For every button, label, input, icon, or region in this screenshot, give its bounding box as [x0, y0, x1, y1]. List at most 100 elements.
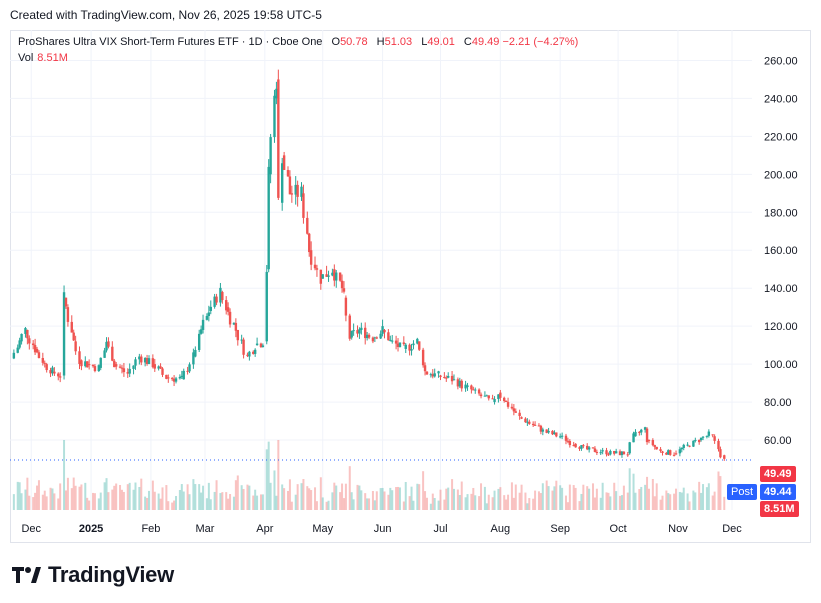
- candle-body: [686, 444, 689, 446]
- volume-bar: [283, 488, 286, 510]
- brand[interactable]: TradingView: [12, 562, 174, 588]
- legend: ProShares Ultra VIX Short-Term Futures E…: [18, 36, 578, 48]
- volume-bar: [261, 494, 264, 510]
- candle-body: [143, 358, 147, 363]
- candle-body: [667, 450, 670, 455]
- volume-bar: [165, 485, 168, 510]
- volume-bar: [383, 491, 386, 510]
- candle-body: [433, 373, 436, 377]
- volume-bar: [32, 497, 35, 510]
- volume-bar: [366, 498, 369, 510]
- volume-bar: [92, 492, 95, 510]
- candle-body: [526, 421, 529, 423]
- candle-body: [717, 440, 720, 450]
- volume-bar: [425, 497, 428, 510]
- candle-body: [252, 351, 255, 354]
- low-label: L: [421, 36, 428, 48]
- candle-body: [105, 341, 108, 351]
- volume-bar: [45, 496, 48, 510]
- volume-bar: [514, 484, 517, 510]
- candle-body: [182, 370, 185, 380]
- volume-bar: [705, 487, 708, 510]
- candle-body: [273, 95, 276, 138]
- volume-bar: [387, 494, 390, 510]
- volume-bar: [466, 494, 469, 510]
- volume-bar: [63, 440, 66, 510]
- candle-body: [57, 373, 60, 377]
- volume-bar: [350, 492, 353, 510]
- candle-body: [707, 431, 711, 436]
- volume-bar: [532, 498, 535, 510]
- candle-body: [199, 329, 203, 334]
- candle-body: [331, 272, 334, 276]
- volume-bar: [669, 494, 672, 510]
- candle-body: [383, 329, 386, 333]
- volume-bar: [480, 483, 483, 510]
- volume-bar: [12, 494, 15, 510]
- candle-body: [280, 163, 284, 203]
- volume-bar: [404, 481, 407, 510]
- volume-bar: [700, 492, 703, 510]
- candle-body: [282, 155, 286, 170]
- price-chart[interactable]: 60.00 80.00 100.00 120.00 140.00 160.00 180.00…: [10, 30, 811, 543]
- candle-body: [371, 337, 375, 342]
- candle-body: [86, 361, 89, 368]
- candle-body: [705, 435, 709, 437]
- volume-bar: [157, 493, 160, 510]
- volume-bar: [647, 488, 650, 510]
- volume-bar: [229, 494, 232, 510]
- candle-body: [555, 432, 558, 437]
- candle-body: [531, 423, 535, 426]
- volume-bar: [315, 501, 318, 510]
- candle-body: [425, 371, 429, 375]
- candle-body: [226, 307, 230, 312]
- candle-body: [333, 269, 336, 281]
- volume-bar: [551, 490, 554, 510]
- volume-bar: [572, 485, 575, 510]
- candle-body: [391, 340, 394, 342]
- candle-body: [711, 434, 714, 436]
- chart-frame: [10, 30, 811, 543]
- candle-body: [628, 442, 631, 454]
- volume-bar: [132, 489, 135, 510]
- candle-body: [572, 445, 575, 447]
- volume-bar: [358, 485, 361, 510]
- volume-bar: [555, 480, 558, 510]
- volume-bar: [86, 497, 89, 510]
- candle-body: [352, 330, 355, 332]
- candle-body: [221, 292, 224, 301]
- volume-bar: [694, 492, 697, 510]
- candle-body: [97, 365, 101, 372]
- y-tick-label: 220.00: [764, 131, 798, 143]
- candle-body: [294, 184, 297, 195]
- x-tick-label: Jun: [374, 523, 392, 535]
- candle-body: [286, 169, 290, 177]
- candle-body: [342, 288, 346, 292]
- volume-bar: [412, 500, 415, 510]
- volume-bar: [510, 482, 513, 510]
- volume-bar: [497, 488, 500, 510]
- candle-body: [586, 445, 589, 450]
- volume-bar: [381, 487, 384, 510]
- volume-tag: 8.51M: [760, 501, 799, 517]
- volume-bar: [173, 500, 176, 510]
- candle-body: [43, 362, 46, 364]
- volume-bar: [659, 499, 662, 510]
- volume-bar: [692, 490, 695, 510]
- candle-body: [12, 352, 16, 359]
- volume-bar: [470, 493, 473, 510]
- candle-body: [510, 406, 514, 409]
- volume-bar: [24, 489, 27, 510]
- candle-body: [84, 361, 87, 367]
- candle-body: [53, 371, 56, 374]
- candle-body: [159, 366, 162, 369]
- candle-body: [483, 395, 487, 397]
- candle-body: [290, 193, 294, 195]
- candle-body: [87, 364, 91, 366]
- volume-bar: [368, 498, 371, 510]
- volume-bar: [51, 488, 54, 510]
- volume-bar: [205, 498, 208, 510]
- volume-bar: [398, 487, 401, 510]
- candle-body: [35, 348, 39, 353]
- candle-body: [24, 328, 27, 334]
